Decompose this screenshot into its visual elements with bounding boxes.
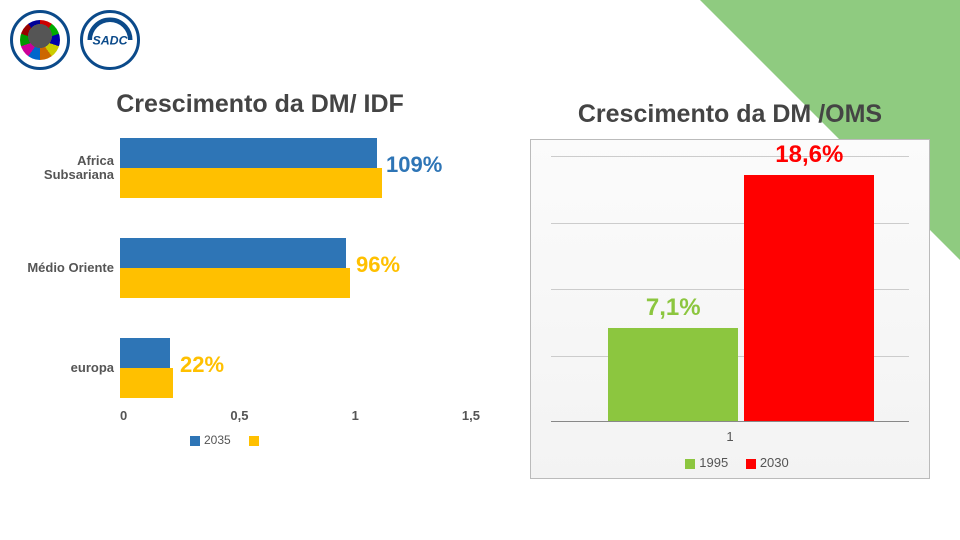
bar-value-label: 109% [386,152,442,178]
x-axis: 0 0,5 1 1,5 [120,408,480,423]
sadc-logo: SADC [80,10,140,70]
sadc-icon: SADC [83,13,137,67]
x-tick: 1,5 [462,408,480,423]
right-chart-panel: Crescimento da DM /OMS 7,1% 18,6% 1 1995… [520,90,940,520]
legend-item [249,433,263,447]
left-chart-legend: 2035 [190,433,263,447]
bar-value-label: 22% [180,352,224,378]
legend-swatch [746,459,756,469]
bar-segment-s2 [120,168,382,198]
column-value-label: 7,1% [608,294,738,322]
bar-segment-s1 [120,338,170,368]
bar-stack: 96% [120,238,480,298]
column-chart: 7,1% 18,6% 1 1995 2030 [530,139,930,479]
category-label: Africa Subsariana [20,154,120,183]
svg-text:SADC: SADC [92,34,128,48]
left-chart-title: Crescimento da DM/ IDF [20,90,500,119]
legend-label: 1995 [699,455,728,470]
hbar-row-medio: Médio Oriente 96% [20,237,480,299]
x-tick: 0,5 [230,408,248,423]
bar-segment-s1 [120,238,346,268]
x-category-label: 1 [531,429,929,444]
right-chart-legend: 1995 2030 [531,455,929,470]
legend-swatch [249,436,259,446]
legend-label: 2035 [204,433,231,447]
hbar-row-europa: europa 22% [20,337,480,399]
hbar-row-africa: Africa Subsariana 109% [20,137,480,199]
bar-stack: 109% [120,138,480,198]
horizontal-bar-chart: Africa Subsariana 109% Médio Oriente 96%… [20,137,480,457]
x-axis-line [551,421,909,422]
x-tick: 0 [120,408,127,423]
africa-map-icon [20,20,60,60]
right-chart-title: Crescimento da DM /OMS [530,100,930,129]
org-logo-1 [10,10,70,70]
bar-segment-s2 [120,268,350,298]
legend-swatch [685,459,695,469]
bar-value-label: 96% [356,252,400,278]
legend-label: 2030 [760,455,789,470]
logo-bar: SADC [10,10,140,70]
x-tick: 1 [352,408,359,423]
legend-swatch [190,436,200,446]
column-bar-1995: 7,1% [608,328,738,422]
bar-stack: 22% [120,338,480,398]
legend-item: 2035 [190,433,231,447]
column-bar-2030: 18,6% [744,175,874,422]
plot-area: 7,1% 18,6% [551,156,909,422]
bar-segment-s1 [120,138,377,168]
category-label: Médio Oriente [20,261,120,275]
left-chart-panel: Crescimento da DM/ IDF Africa Subsariana… [20,90,500,520]
column-value-label: 18,6% [744,141,874,169]
bar-segment-s2 [120,368,173,398]
category-label: europa [20,361,120,375]
content-area: Crescimento da DM/ IDF Africa Subsariana… [20,90,940,520]
